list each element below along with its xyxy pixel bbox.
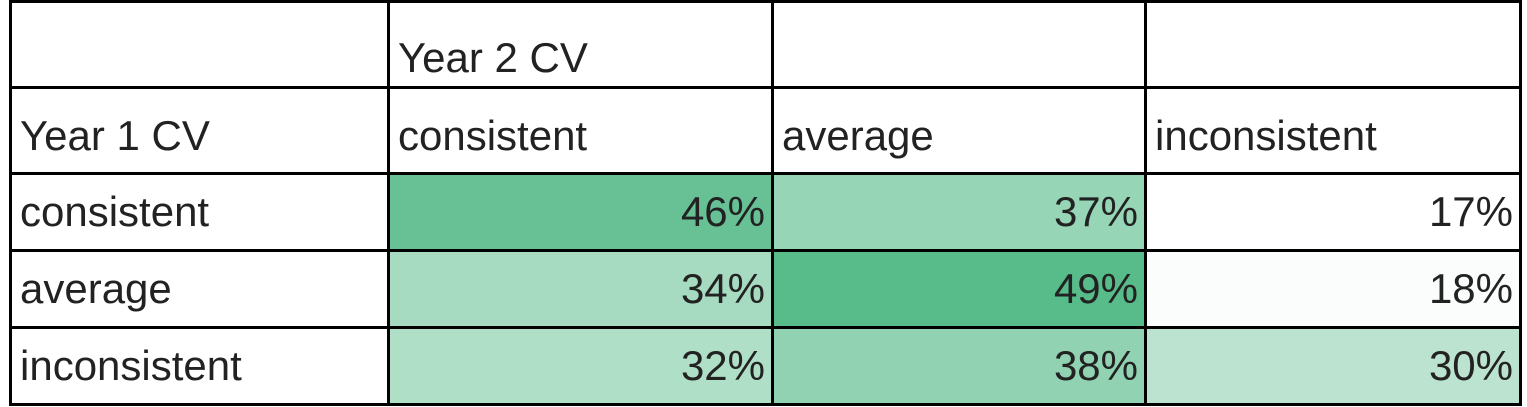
table-row: inconsistent 32% 38% 30% <box>9 326 1522 406</box>
row-group-label: Year 1 CV <box>9 86 390 175</box>
heatmap-table-container: Year 2 CV Year 1 CV consistent average i… <box>9 0 1522 406</box>
heatmap-cell: 30% <box>1144 326 1522 406</box>
empty-corner-cell <box>9 0 390 89</box>
column-group-label: Year 2 CV <box>387 0 774 89</box>
heatmap-cell: 38% <box>771 326 1147 406</box>
column-header-average: average <box>771 86 1147 175</box>
empty-header-cell <box>1144 0 1522 89</box>
column-header-inconsistent: inconsistent <box>1144 86 1522 175</box>
column-header-consistent: consistent <box>387 86 774 175</box>
heatmap-cell: 17% <box>1144 172 1522 252</box>
table-row: average 34% 49% 18% <box>9 249 1522 329</box>
header-row: Year 1 CV consistent average inconsisten… <box>9 86 1522 175</box>
heatmap-cell: 34% <box>387 249 774 329</box>
row-label: average <box>9 249 390 329</box>
heatmap-cell: 37% <box>771 172 1147 252</box>
empty-header-cell <box>771 0 1147 89</box>
heatmap-cell: 49% <box>771 249 1147 329</box>
heatmap-cell: 46% <box>387 172 774 252</box>
table-row: consistent 46% 37% 17% <box>9 172 1522 252</box>
heatmap-cell: 32% <box>387 326 774 406</box>
row-label: consistent <box>9 172 390 252</box>
heatmap-cell: 18% <box>1144 249 1522 329</box>
heatmap-table: Year 2 CV Year 1 CV consistent average i… <box>9 0 1522 406</box>
row-label: inconsistent <box>9 326 390 406</box>
header-row-top: Year 2 CV <box>9 0 1522 89</box>
